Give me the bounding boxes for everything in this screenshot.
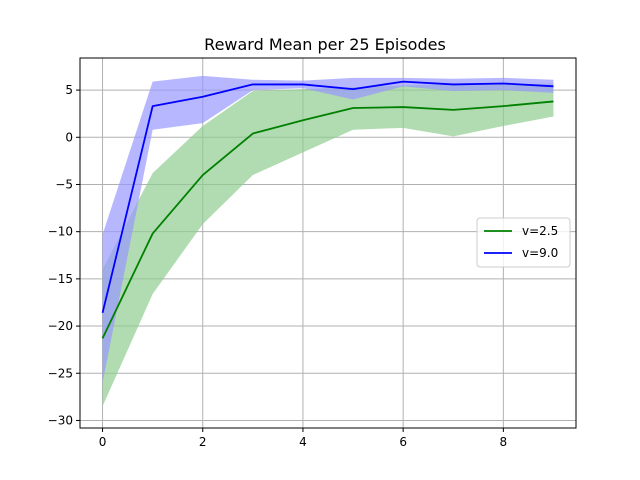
x-tick-label: 4 (299, 435, 307, 449)
y-tick-label: −15 (48, 272, 73, 286)
y-tick-label: 0 (65, 130, 73, 144)
lines (101, 80, 554, 339)
chart-title: Reward Mean per 25 Episodes (204, 35, 446, 54)
legend: v=2.5 v=9.0 (476, 217, 571, 268)
series-line-0 (101, 100, 554, 339)
x-tick-label: 2 (199, 435, 207, 449)
legend-label-1: v=9.0 (522, 246, 558, 260)
legend-label-0: v=2.5 (522, 224, 558, 238)
y-tick-label: 5 (65, 83, 73, 97)
axes-frame (79, 57, 577, 429)
y-axis-ticks: −30 −25 −20 −15 −10 −5 0 5 (48, 83, 80, 427)
x-tick-label: 8 (500, 435, 508, 449)
y-tick-label: −10 (48, 225, 73, 239)
y-tick-label: −30 (48, 413, 73, 427)
series-line-1 (101, 80, 554, 314)
x-tick-label: 6 (399, 435, 407, 449)
y-tick-label: −5 (55, 177, 73, 191)
y-tick-label: −20 (48, 319, 73, 333)
x-tick-label: 0 (99, 435, 107, 449)
series-band-1 (102, 75, 554, 383)
x-axis-ticks: 0 2 4 6 8 (99, 428, 507, 449)
y-tick-label: −25 (48, 366, 73, 380)
